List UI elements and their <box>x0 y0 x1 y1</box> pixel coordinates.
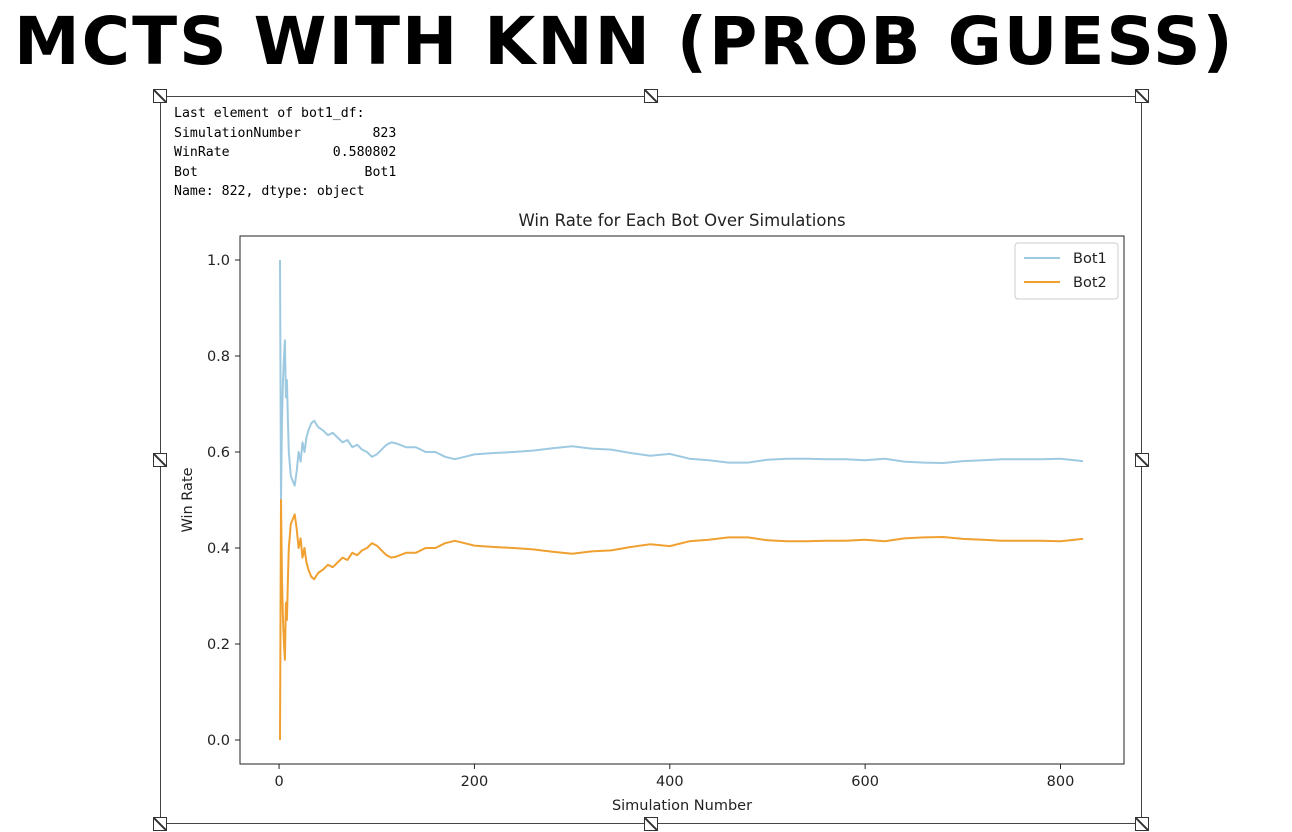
resize-handle-bottom[interactable] <box>644 817 658 831</box>
legend-label-bot2: Bot2 <box>1073 275 1107 291</box>
x-axis-label: Simulation Number <box>612 798 752 814</box>
resize-handle-right[interactable] <box>1135 453 1149 467</box>
x-tick-label: 200 <box>461 774 489 790</box>
x-tick-label: 400 <box>656 774 684 790</box>
plot-lines <box>279 259 1084 741</box>
resize-handle-top-left[interactable] <box>153 89 167 103</box>
x-tick-label: 600 <box>851 774 879 790</box>
series-line-bot1 <box>279 259 1084 501</box>
y-axis-ticks: 0.0 0.2 0.4 0.6 0.8 1.0 <box>207 253 240 749</box>
output-line: SimulationNumber 823 <box>174 125 397 141</box>
y-tick-label: 0.4 <box>207 541 230 557</box>
y-tick-label: 0.2 <box>207 637 230 653</box>
output-line: Last element of bot1_df: <box>174 106 365 121</box>
cell-output-text: Last element of bot1_df: SimulationNumbe… <box>174 104 396 202</box>
resize-handle-left[interactable] <box>153 453 167 467</box>
legend-label-bot1: Bot1 <box>1073 251 1107 267</box>
y-axis-label: Win Rate <box>180 467 196 532</box>
chart-title: Win Rate for Each Bot Over Simulations <box>518 211 845 230</box>
output-line: Name: 822, dtype: object <box>174 184 365 199</box>
resize-handle-top-right[interactable] <box>1135 89 1149 103</box>
x-axis-ticks: 0 200 400 600 800 <box>274 764 1074 790</box>
y-tick-label: 0.8 <box>207 349 230 365</box>
slide-title: MCTS WITH KNN (PROB GUESS) <box>14 3 1235 80</box>
x-tick-label: 0 <box>274 774 283 790</box>
resize-handle-bottom-right[interactable] <box>1135 817 1149 831</box>
win-rate-chart: Win Rate for Each Bot Over Simulations 0… <box>180 211 1125 814</box>
y-tick-label: 0.6 <box>207 445 230 461</box>
output-line: WinRate 0.580802 <box>174 145 397 160</box>
series-line-bot2 <box>279 499 1084 741</box>
plot-area-frame <box>239 235 1125 765</box>
resize-handle-top[interactable] <box>644 89 658 103</box>
x-tick-label: 800 <box>1047 774 1075 790</box>
y-tick-label: 1.0 <box>207 253 230 269</box>
output-line: Bot Bot1 <box>174 164 397 180</box>
resize-handle-bottom-left[interactable] <box>153 817 167 831</box>
legend: Bot1 Bot2 <box>1014 242 1119 300</box>
y-tick-label: 0.0 <box>207 733 230 749</box>
